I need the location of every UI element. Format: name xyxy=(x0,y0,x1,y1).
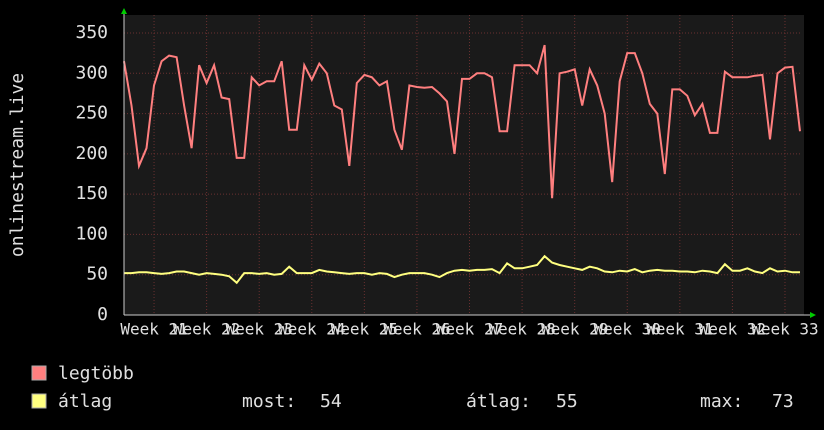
axis-arrow xyxy=(810,312,816,318)
y-axis-label: onlinestream.live xyxy=(7,73,28,257)
x-tick-label: Week 24 xyxy=(278,320,345,339)
x-tick-label: Week 21 xyxy=(120,320,187,339)
x-tick-label: Week 27 xyxy=(436,320,503,339)
y-tick-label: 200 xyxy=(75,143,108,164)
legend-label: legtöbb xyxy=(58,363,134,384)
y-tick-label: 300 xyxy=(75,62,108,83)
legend-label: átlag xyxy=(58,391,112,412)
legend-swatch xyxy=(31,393,47,409)
stat-value: 73 xyxy=(772,391,794,412)
stat-label: most: xyxy=(242,391,296,412)
y-tick-label: 150 xyxy=(75,183,108,204)
y-tick-label: 0 xyxy=(97,304,108,325)
stat-value: 54 xyxy=(320,391,342,412)
series-line xyxy=(124,254,800,285)
x-tick-label: Week 26 xyxy=(383,320,450,339)
x-tick-label: Week 25 xyxy=(331,320,398,339)
series-line xyxy=(123,44,801,199)
stat-label: átlag: xyxy=(466,391,531,412)
axis-arrow xyxy=(121,8,127,14)
y-tick-label: 350 xyxy=(75,22,108,43)
y-tick-label: 250 xyxy=(75,103,108,124)
x-tick-label: Week 32 xyxy=(699,320,766,339)
y-tick-label: 50 xyxy=(86,264,108,285)
x-tick-label: Week 22 xyxy=(173,320,240,339)
x-tick-label: Week 23 xyxy=(225,320,292,339)
y-tick-label: 100 xyxy=(75,223,108,244)
stat-label: max: xyxy=(700,391,743,412)
x-tick-label: Week 30 xyxy=(594,320,661,339)
x-tick-label: Week 31 xyxy=(646,320,713,339)
stat-value: 55 xyxy=(556,391,578,412)
legend-swatch xyxy=(31,365,47,381)
x-tick-label: Week 28 xyxy=(488,320,555,339)
plot-background xyxy=(124,15,804,315)
x-tick-label: Week 33 xyxy=(751,320,818,339)
x-tick-label: Week 29 xyxy=(541,320,608,339)
